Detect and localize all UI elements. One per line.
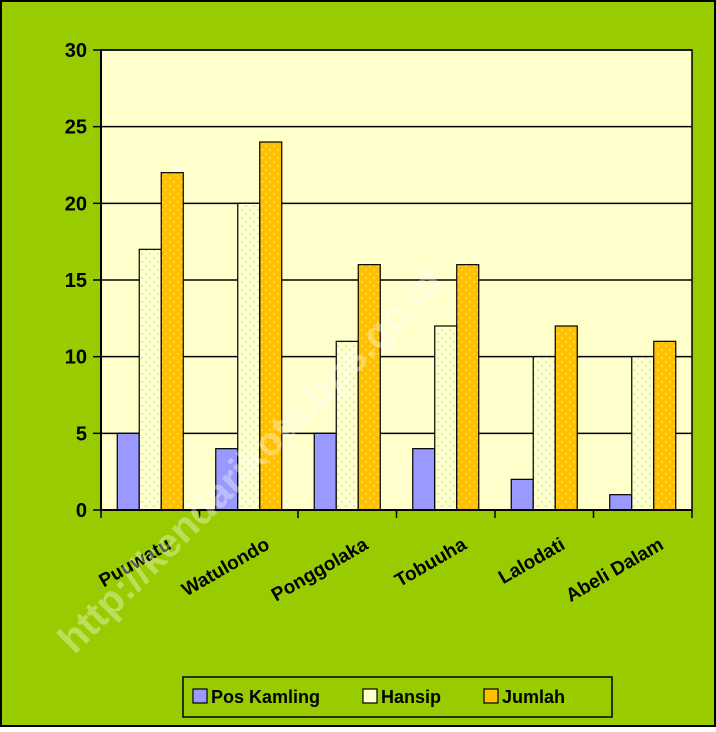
bar-pos-kamling — [412, 448, 436, 511]
bar-jumlah — [653, 340, 677, 511]
y-tick-label: 20 — [65, 193, 87, 215]
y-tick-label: 25 — [65, 117, 87, 139]
legend-label: Pos Kamling — [211, 687, 320, 707]
y-tick-label: 5 — [76, 423, 87, 445]
bar-jumlah — [456, 264, 480, 511]
bar-pos-kamling — [510, 478, 534, 511]
legend-swatch — [362, 688, 378, 704]
legend-label: Hansip — [381, 687, 441, 707]
legend-label: Jumlah — [502, 687, 565, 707]
y-tick-labels: 0 5 10 15 20 25 30 — [65, 40, 87, 522]
bar-jumlah — [357, 264, 381, 511]
legend: Pos Kamling Hansip Jumlah — [182, 676, 613, 718]
bar-pos-kamling — [116, 432, 140, 511]
y-tick-label: 30 — [65, 40, 87, 62]
bar-hansip — [631, 356, 655, 511]
legend-swatch — [483, 688, 499, 704]
bar-pos-kamling — [313, 432, 337, 511]
bar-hansip — [532, 356, 556, 511]
axes — [100, 50, 693, 518]
bar-jumlah — [160, 172, 184, 511]
gridlines — [93, 49, 692, 511]
bars — [116, 141, 677, 511]
y-tick-label: 0 — [76, 500, 87, 522]
bar-hansip — [138, 248, 162, 511]
y-tick-label: 10 — [65, 347, 87, 369]
bar-pos-kamling — [609, 494, 633, 511]
legend-box — [182, 676, 613, 718]
bar-jumlah — [554, 325, 578, 511]
y-tick-label: 15 — [65, 270, 87, 292]
bar-hansip — [434, 325, 458, 511]
legend-swatch — [192, 688, 208, 704]
